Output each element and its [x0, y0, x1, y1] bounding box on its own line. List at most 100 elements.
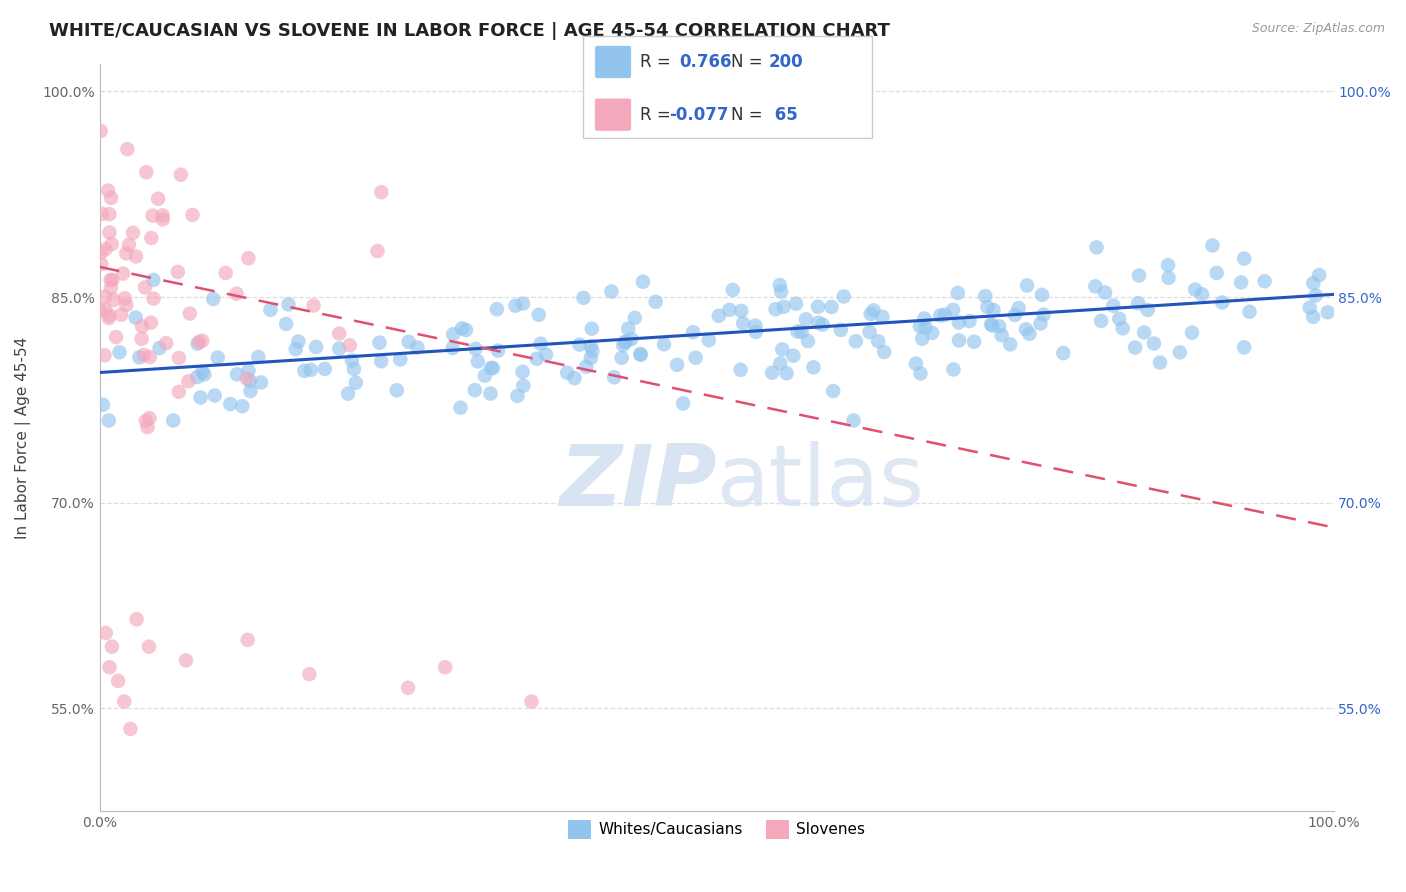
Point — [299, 363, 322, 377]
Text: atlas: atlas — [717, 441, 925, 524]
Point — [652, 337, 675, 351]
Point — [908, 319, 931, 334]
Point — [186, 370, 208, 384]
Point — [666, 358, 689, 372]
Point — [98, 226, 121, 240]
Point — [745, 325, 768, 339]
Point — [247, 350, 270, 364]
Point — [959, 314, 981, 328]
Point — [188, 334, 211, 349]
Point — [259, 302, 281, 317]
Point — [631, 275, 654, 289]
Point — [1084, 279, 1107, 293]
Point — [125, 310, 148, 325]
Point — [91, 398, 114, 412]
Point — [1143, 336, 1166, 351]
Point — [1201, 238, 1223, 252]
Point — [707, 309, 730, 323]
Point — [730, 304, 752, 318]
Point — [1230, 276, 1253, 290]
Point — [564, 371, 586, 385]
Point — [98, 660, 121, 674]
Point — [823, 384, 845, 398]
Point — [862, 303, 884, 318]
Point — [90, 124, 112, 138]
Point — [108, 345, 131, 359]
Point — [112, 694, 135, 708]
Point — [775, 366, 797, 380]
Point — [181, 208, 204, 222]
Point — [1133, 326, 1156, 340]
Point — [697, 333, 720, 347]
Point — [1299, 301, 1322, 315]
Point — [505, 299, 527, 313]
Point — [1233, 340, 1256, 354]
Point — [981, 318, 1004, 333]
Point — [628, 347, 651, 361]
Point — [90, 257, 112, 271]
Point — [101, 273, 124, 287]
Point — [239, 374, 262, 388]
Legend: Whites/Caucasians, Slovenes: Whites/Caucasians, Slovenes — [562, 814, 872, 845]
Point — [1305, 288, 1327, 302]
Point — [1111, 321, 1133, 335]
Point — [292, 364, 315, 378]
Point — [131, 332, 153, 346]
Text: 0.766: 0.766 — [679, 53, 731, 71]
Point — [170, 168, 193, 182]
Point — [225, 286, 247, 301]
Point — [512, 296, 534, 310]
Point — [94, 626, 117, 640]
Point — [343, 362, 366, 376]
Point — [97, 311, 120, 326]
Point — [718, 302, 741, 317]
Point — [94, 242, 117, 256]
Point — [152, 208, 174, 222]
Point — [314, 362, 336, 376]
Point — [467, 354, 489, 368]
Point — [685, 351, 707, 365]
Point — [1157, 270, 1180, 285]
Point — [94, 302, 117, 317]
Point — [305, 340, 328, 354]
Point — [111, 267, 134, 281]
Point — [770, 343, 793, 357]
Point — [1015, 278, 1038, 293]
Point — [479, 386, 502, 401]
Point — [204, 388, 226, 402]
Point — [617, 321, 640, 335]
Point — [794, 312, 817, 326]
Point — [1211, 295, 1233, 310]
Point — [830, 323, 852, 337]
Point — [506, 389, 529, 403]
Point — [152, 212, 174, 227]
Point — [807, 316, 830, 330]
Point — [284, 342, 307, 356]
Point — [441, 327, 464, 342]
Point — [115, 246, 138, 260]
Point — [1094, 285, 1116, 300]
Point — [904, 357, 927, 371]
Point — [464, 383, 486, 397]
Point — [765, 302, 787, 317]
Point — [138, 411, 160, 425]
Point — [581, 344, 603, 359]
Point — [215, 266, 238, 280]
Point — [761, 366, 783, 380]
Point — [135, 414, 157, 428]
Point — [990, 328, 1012, 343]
Point — [942, 362, 965, 376]
Point — [139, 316, 162, 330]
Point — [568, 337, 591, 351]
Point — [454, 323, 477, 337]
Point — [785, 296, 807, 310]
Text: -0.077: -0.077 — [669, 105, 728, 124]
Point — [239, 384, 262, 398]
Point — [339, 338, 361, 352]
Point — [555, 366, 578, 380]
Point — [1233, 252, 1256, 266]
Point — [644, 294, 666, 309]
Point — [274, 317, 297, 331]
Point — [1181, 326, 1204, 340]
Point — [614, 334, 637, 349]
